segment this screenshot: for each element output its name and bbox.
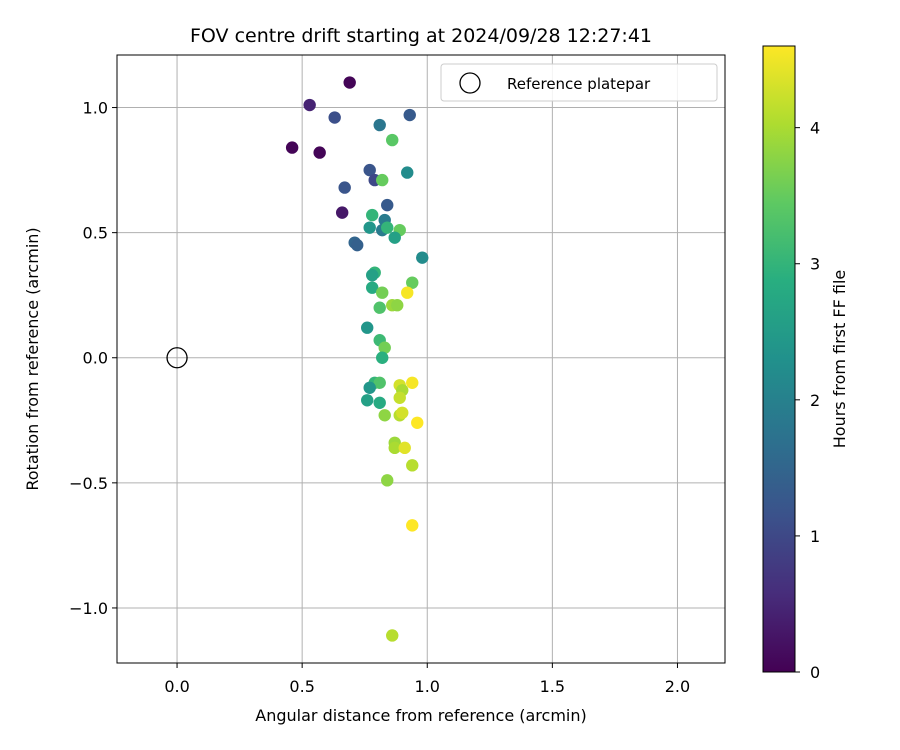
data-point xyxy=(361,394,374,407)
data-point xyxy=(361,321,374,334)
colorbar-tick-label: 3 xyxy=(810,255,820,274)
x-tick-label: 1.5 xyxy=(540,677,565,696)
colorbar-label: Hours from first FF file xyxy=(830,270,849,449)
data-point xyxy=(388,441,401,455)
data-point xyxy=(376,351,389,364)
data-point xyxy=(401,286,414,299)
y-tick-label: −1.0 xyxy=(69,599,108,618)
data-point xyxy=(391,299,404,312)
legend: Reference platepar xyxy=(440,63,718,102)
legend-box xyxy=(440,63,718,102)
data-point xyxy=(343,76,356,89)
colorbar-tick-label: 0 xyxy=(810,663,820,682)
x-tick-label: 0.0 xyxy=(164,677,189,696)
data-point xyxy=(403,108,416,122)
legend-marker-reference xyxy=(459,72,481,94)
colorbar-tick-label: 2 xyxy=(810,391,820,410)
reference-platepar-marker xyxy=(166,347,188,369)
data-point xyxy=(388,231,401,244)
y-axis-ticks: −1.0 −0.5 0.0 0.5 1.0 xyxy=(69,99,117,618)
data-point xyxy=(373,118,386,132)
data-point xyxy=(366,281,379,294)
data-point xyxy=(381,474,394,487)
data-point xyxy=(396,406,409,419)
colorbar: 0 1 2 3 4 Hours from first FF file xyxy=(762,45,849,682)
x-tick-label: 0.5 xyxy=(289,677,314,696)
data-point xyxy=(376,286,389,299)
data-point xyxy=(303,98,316,112)
data-point xyxy=(416,251,429,264)
data-point xyxy=(373,376,386,389)
data-point xyxy=(378,409,391,422)
chart-title: FOV centre drift starting at 2024/09/28 … xyxy=(190,25,652,47)
y-tick-label: −0.5 xyxy=(69,474,108,493)
data-point xyxy=(313,146,326,159)
data-point xyxy=(363,163,376,177)
data-point xyxy=(386,133,399,147)
data-point xyxy=(381,198,394,212)
data-point xyxy=(350,238,364,252)
y-axis-label: Rotation from reference (arcmin) xyxy=(23,227,42,490)
grid xyxy=(117,55,725,663)
data-point xyxy=(373,396,386,409)
data-point xyxy=(381,221,394,234)
legend-label-reference: Reference platepar xyxy=(507,75,651,93)
data-point xyxy=(335,206,349,219)
data-point xyxy=(328,111,341,124)
data-point xyxy=(393,391,406,404)
colorbar-ticks: 0 1 2 3 4 xyxy=(795,119,820,682)
data-point xyxy=(363,221,376,234)
data-point xyxy=(406,459,419,472)
data-point xyxy=(373,301,386,314)
data-point xyxy=(386,629,399,642)
data-point xyxy=(285,141,299,154)
plot-frame xyxy=(116,54,726,664)
data-point xyxy=(376,173,389,187)
colorbar-tick-label: 1 xyxy=(810,527,820,546)
y-tick-label: 1.0 xyxy=(83,99,108,118)
data-point xyxy=(366,268,379,282)
colorbar-gradient xyxy=(762,45,796,673)
data-point xyxy=(406,376,419,389)
data-point xyxy=(406,276,419,289)
data-point xyxy=(366,208,379,222)
data-points xyxy=(166,76,429,642)
x-tick-label: 1.0 xyxy=(415,677,440,696)
data-point xyxy=(398,441,411,455)
data-point xyxy=(401,166,414,179)
data-point xyxy=(378,341,391,354)
data-point xyxy=(338,181,351,194)
colorbar-tick-label: 4 xyxy=(810,119,820,138)
data-point xyxy=(406,519,419,532)
data-point xyxy=(363,381,376,394)
x-axis-label: Angular distance from reference (arcmin) xyxy=(255,706,586,725)
x-tick-label: 2.0 xyxy=(665,677,690,696)
x-axis-ticks: 0.0 0.5 1.0 1.5 2.0 xyxy=(164,663,690,696)
y-tick-label: 0.0 xyxy=(83,349,108,368)
y-tick-label: 0.5 xyxy=(83,224,108,243)
data-point xyxy=(411,416,424,430)
